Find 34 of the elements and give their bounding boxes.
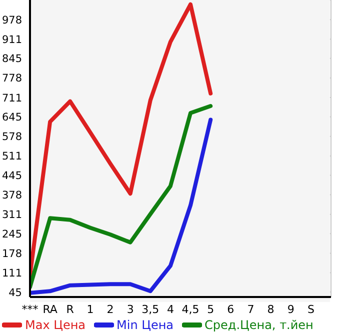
y-tick-label: 978 — [2, 14, 22, 26]
y-tick-label: 911 — [2, 34, 22, 46]
y-tick-label: 711 — [2, 92, 22, 104]
y-tick-label: 645 — [2, 112, 22, 124]
x-tick-label: 9 — [287, 302, 294, 316]
y-tick-label: 378 — [2, 190, 22, 202]
x-tick-label: 4 — [166, 302, 174, 316]
x-tick-label: 5 — [207, 302, 214, 316]
legend-label: Сред.Цена, т.йен — [204, 317, 314, 333]
legend-label: Min Цена — [116, 317, 174, 333]
x-tick-label: *** — [22, 302, 39, 316]
y-tick-label: 311 — [2, 209, 22, 222]
x-tick-label: RA — [42, 302, 58, 316]
y-tick-label: 111 — [2, 267, 22, 280]
x-tick-label: 2 — [106, 302, 114, 316]
x-tick-label: 7 — [247, 302, 254, 316]
y-tick-label: 511 — [2, 150, 22, 163]
y-tick-label: 778 — [2, 72, 22, 85]
x-tick-label: 3,5 — [142, 302, 160, 316]
x-tick-label: 4,5 — [182, 302, 200, 316]
x-tick-label: 6 — [227, 302, 234, 316]
y-tick-label: 578 — [2, 131, 22, 144]
y-tick-label: 178 — [2, 248, 22, 260]
x-tick-label: S — [307, 302, 314, 316]
x-tick-label: 8 — [267, 302, 274, 316]
line-series — [30, 2, 213, 278]
y-tick-label: 245 — [2, 228, 22, 240]
y-tick-label: 445 — [2, 170, 22, 182]
x-tick-label: 3 — [126, 302, 134, 316]
legend-label: Max Цена — [24, 317, 86, 333]
y-tick-label: 845 — [2, 53, 22, 66]
x-tick-label: 1 — [86, 302, 94, 316]
y-tick-label: 45 — [8, 286, 22, 299]
x-tick-label: R — [66, 302, 74, 316]
